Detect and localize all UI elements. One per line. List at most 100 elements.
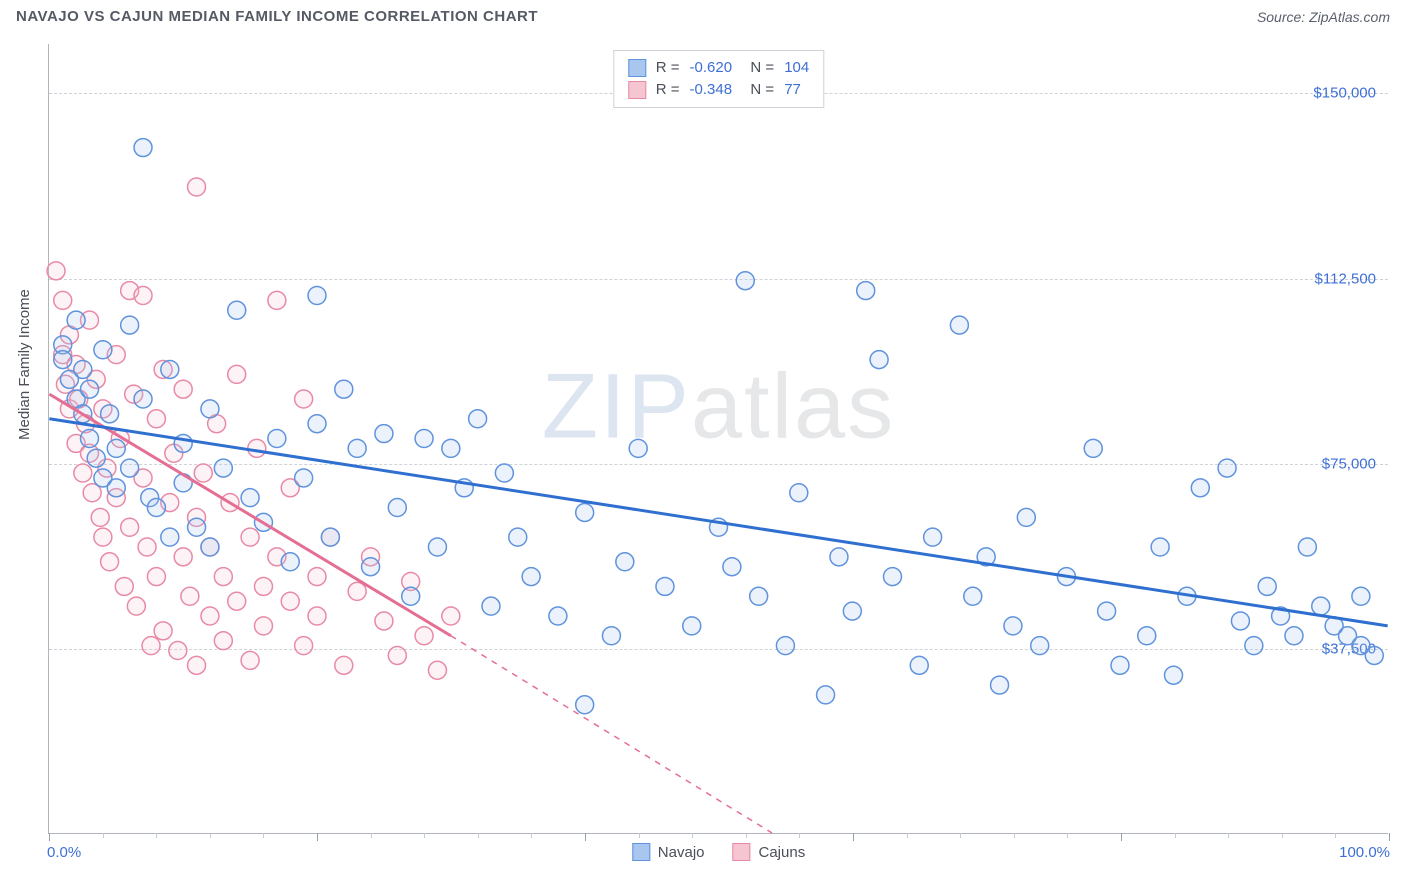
cajuns-point: [115, 577, 133, 595]
navajo-point: [161, 528, 179, 546]
cajuns-point: [228, 592, 246, 610]
cajuns-point: [428, 661, 446, 679]
cajuns-point: [214, 632, 232, 650]
navajo-point: [817, 686, 835, 704]
x-minor-tick: [1282, 833, 1283, 838]
cajuns-point: [54, 291, 72, 309]
x-minor-tick: [1335, 833, 1336, 838]
r-value-navajo: -0.620: [690, 57, 733, 79]
cajuns-point: [188, 656, 206, 674]
scatter-svg: [49, 44, 1388, 833]
navajo-point: [161, 360, 179, 378]
navajo-point: [924, 528, 942, 546]
x-minor-tick: [639, 833, 640, 838]
navajo-point: [1298, 538, 1316, 556]
navajo-point: [776, 637, 794, 655]
x-minor-tick: [799, 833, 800, 838]
cajuns-point: [442, 607, 460, 625]
r-label: R =: [656, 57, 680, 79]
cajuns-point: [228, 365, 246, 383]
navajo-point: [121, 316, 139, 334]
cajuns-point: [348, 582, 366, 600]
x-minor-tick: [1014, 833, 1015, 838]
cajuns-point: [308, 568, 326, 586]
navajo-point: [870, 351, 888, 369]
navajo-point: [843, 602, 861, 620]
navajo-point: [629, 439, 647, 457]
navajo-point: [683, 617, 701, 635]
cajuns-point: [169, 642, 187, 660]
x-major-tick: [317, 833, 318, 841]
navajo-point: [201, 400, 219, 418]
x-minor-tick: [103, 833, 104, 838]
x-minor-tick: [156, 833, 157, 838]
navajo-point: [1004, 617, 1022, 635]
navajo-point: [1017, 508, 1035, 526]
navajo-point: [991, 676, 1009, 694]
navajo-point: [308, 415, 326, 433]
navajo-point: [81, 380, 99, 398]
navajo-point: [54, 351, 72, 369]
navajo-point: [94, 341, 112, 359]
navajo-point: [656, 577, 674, 595]
cajuns-point: [134, 287, 152, 305]
navajo-point: [295, 469, 313, 487]
navajo-point: [281, 553, 299, 571]
x-major-tick: [1121, 833, 1122, 841]
navajo-point: [121, 459, 139, 477]
navajo-point: [495, 464, 513, 482]
navajo-point: [1218, 459, 1236, 477]
navajo-point: [134, 390, 152, 408]
navajo-point: [857, 282, 875, 300]
cajuns-point: [201, 607, 219, 625]
swatch-cajuns-icon: [733, 843, 751, 861]
legend-row-navajo: R = -0.620 N = 104: [628, 57, 809, 79]
cajuns-point: [295, 637, 313, 655]
navajo-point: [402, 587, 420, 605]
navajo-point: [1352, 587, 1370, 605]
cajuns-point: [254, 577, 272, 595]
cajuns-point: [127, 597, 145, 615]
chart-header: NAVAJO VS CAJUN MEDIAN FAMILY INCOME COR…: [0, 0, 1406, 31]
navajo-point: [964, 587, 982, 605]
navajo-point: [201, 538, 219, 556]
navajo-point: [1165, 666, 1183, 684]
navajo-point: [101, 405, 119, 423]
navajo-point: [228, 301, 246, 319]
cajuns-point: [194, 464, 212, 482]
navajo-point: [576, 503, 594, 521]
n-label: N =: [742, 57, 774, 79]
navajo-point: [214, 459, 232, 477]
r-label: R =: [656, 79, 680, 101]
cajuns-point: [375, 612, 393, 630]
x-major-tick: [853, 833, 854, 841]
navajo-point: [723, 558, 741, 576]
x-minor-tick: [1175, 833, 1176, 838]
navajo-point: [950, 316, 968, 334]
navajo-point: [415, 430, 433, 448]
n-value-cajuns: 77: [784, 79, 801, 101]
x-minor-tick: [746, 833, 747, 838]
cajuns-point: [181, 587, 199, 605]
navajo-point: [1365, 646, 1383, 664]
cajuns-point: [335, 656, 353, 674]
navajo-point: [107, 479, 125, 497]
navajo-point: [522, 568, 540, 586]
navajo-point: [81, 430, 99, 448]
navajo-point: [147, 499, 165, 517]
swatch-navajo-icon: [632, 843, 650, 861]
x-minor-tick: [1067, 833, 1068, 838]
cajuns-point: [415, 627, 433, 645]
navajo-trendline: [49, 419, 1387, 626]
navajo-point: [482, 597, 500, 615]
navajo-point: [268, 430, 286, 448]
cajuns-point: [308, 607, 326, 625]
navajo-point: [321, 528, 339, 546]
navajo-point: [750, 587, 768, 605]
navajo-point: [1312, 597, 1330, 615]
swatch-cajuns: [628, 81, 646, 99]
navajo-point: [549, 607, 567, 625]
cajuns-point: [254, 617, 272, 635]
legend-label-cajuns: Cajuns: [759, 844, 806, 861]
cajuns-point: [154, 622, 172, 640]
